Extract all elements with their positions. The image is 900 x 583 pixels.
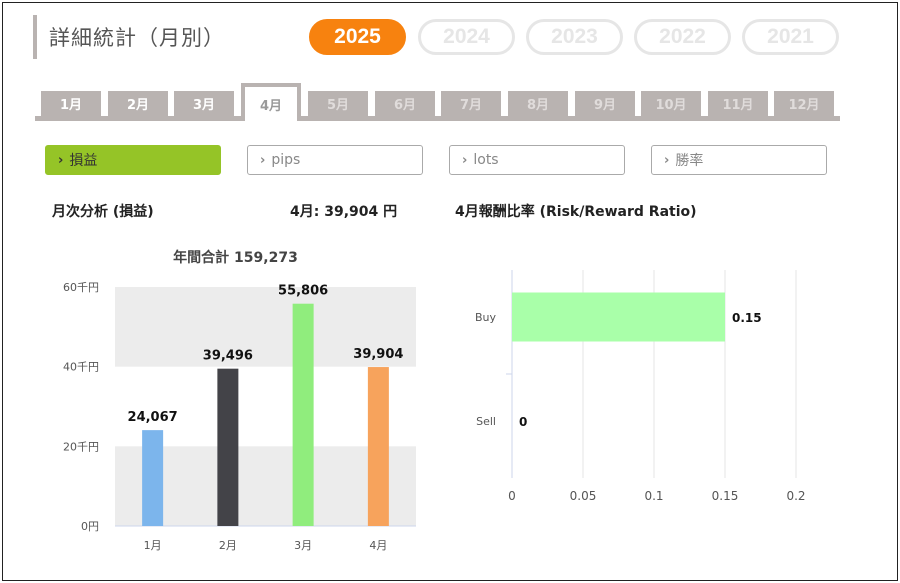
month-tab-5: 5月 — [308, 91, 368, 116]
grid-band — [115, 446, 416, 526]
metric-button-0[interactable]: › 損益 — [45, 145, 221, 175]
metric-button-1[interactable]: › pips — [247, 145, 423, 175]
x-tick-label: 0 — [508, 489, 516, 503]
chevron-right-icon: › — [58, 152, 64, 168]
month-tab-7: 7月 — [441, 91, 501, 116]
bar-value-label: 0 — [519, 415, 527, 429]
month-tab-8: 8月 — [508, 91, 568, 116]
bar-4月[interactable] — [367, 367, 389, 526]
x-tick-label: 1月 — [144, 539, 162, 552]
bar-3月[interactable] — [292, 303, 314, 526]
x-tick-label: 3月 — [294, 539, 312, 552]
page-title-text: 詳細統計（月別） — [49, 26, 225, 50]
x-tick-label: 0.1 — [644, 489, 663, 503]
x-tick-label: 2月 — [219, 539, 237, 552]
month-tab-2[interactable]: 2月 — [108, 91, 168, 116]
bar-2月[interactable] — [217, 368, 239, 526]
metric-label: 損益 — [69, 153, 98, 169]
month-tab-9: 9月 — [575, 91, 635, 116]
bar-value-label: 39,904 — [353, 347, 403, 362]
month-tab-3[interactable]: 3月 — [174, 91, 234, 116]
bar-value-label: 39,496 — [203, 349, 253, 364]
analysis-heading: 月次分析 (損益) — [52, 204, 154, 220]
grid-band — [115, 287, 416, 367]
bar-1月[interactable] — [142, 430, 164, 526]
risk-reward-chart: 0 0.05 0.1 0.15 0.2 Buy 0.15 Sell 0 — [475, 270, 806, 503]
year-tab-2024[interactable]: 2024 — [418, 19, 515, 55]
x-tick-label: 0.05 — [570, 489, 597, 503]
x-tick-label: 0.15 — [712, 489, 739, 503]
monthly-pl-chart: 0円 20千円 40千円 60千円 年間合計 159,273 24,067 1月 39,496… — [63, 249, 416, 552]
month-tab-10: 10月 — [641, 91, 701, 116]
y-category-label: Sell — [476, 415, 496, 428]
metric-label: 勝率 — [675, 153, 704, 169]
bar-value-label: 55,806 — [278, 284, 328, 299]
bar-Buy[interactable] — [512, 292, 725, 342]
month-tab-4[interactable]: 4月 — [241, 83, 301, 121]
bar-value-label: 0.15 — [732, 311, 762, 325]
month-tab-strip — [35, 116, 840, 121]
month-tab-11: 11月 — [708, 91, 768, 116]
metric-button-3[interactable]: › 勝率 — [651, 145, 827, 175]
chart-title: 年間合計 159,273 — [173, 249, 298, 266]
rr-heading: 4月報酬比率 (Risk/Reward Ratio) — [455, 204, 697, 220]
year-tab-2025[interactable]: 2025 — [309, 19, 406, 55]
month-tab-12: 12月 — [774, 91, 834, 116]
y-tick-label: 40千円 — [63, 361, 99, 374]
y-category-label: Buy — [475, 311, 497, 324]
chevron-right-icon: › — [462, 152, 468, 168]
bar-value-label: 24,067 — [128, 410, 178, 425]
chevron-right-icon: › — [260, 152, 266, 168]
month-tab-1[interactable]: 1月 — [41, 91, 101, 116]
x-tick-label: 0.2 — [786, 489, 805, 503]
page-title: 詳細統計（月別） — [33, 15, 225, 59]
current-month-value: 4月: 39,904 円 — [290, 204, 398, 220]
metric-label: lots — [473, 152, 499, 168]
year-tab-2021[interactable]: 2021 — [742, 19, 839, 55]
year-tab-2022[interactable]: 2022 — [634, 19, 731, 55]
y-tick-label: 0円 — [81, 520, 99, 533]
metric-label: pips — [271, 152, 301, 168]
y-tick-label: 20千円 — [63, 440, 99, 453]
year-tab-2023[interactable]: 2023 — [526, 19, 623, 55]
metric-button-2[interactable]: › lots — [449, 145, 625, 175]
y-tick-label: 60千円 — [63, 281, 99, 294]
x-tick-label: 4月 — [369, 539, 387, 552]
chevron-right-icon: › — [664, 152, 670, 168]
month-tab-6: 6月 — [375, 91, 435, 116]
